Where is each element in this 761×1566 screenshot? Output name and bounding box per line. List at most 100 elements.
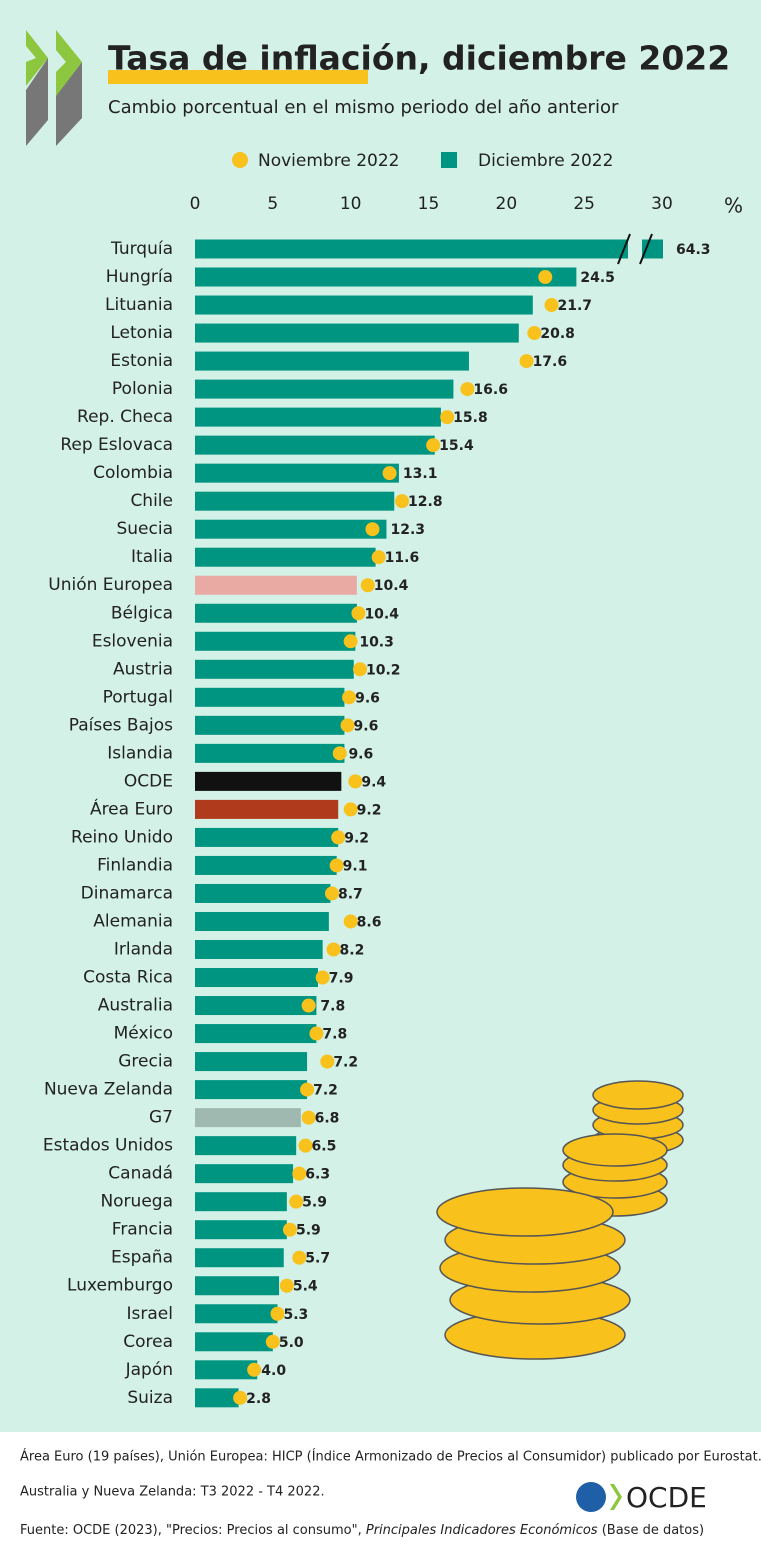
value-label: 11.6: [385, 550, 420, 566]
dot: [315, 970, 330, 985]
bar: [195, 491, 395, 511]
bar: [195, 968, 318, 988]
bar: [195, 1388, 239, 1408]
bar: [195, 519, 387, 539]
x-tick-label: 15: [418, 194, 440, 214]
source: Fuente: OCDE (2023), "Precios: Precios a…: [20, 1523, 704, 1538]
category-label: Hungría: [106, 267, 173, 287]
value-label: 64.3: [676, 242, 711, 258]
value-label: 10.4: [364, 606, 399, 622]
plot-area: [195, 239, 663, 1408]
dot: [324, 886, 339, 901]
category-label: G7: [149, 1108, 173, 1128]
category-label: Turquía: [110, 239, 173, 259]
category-label: Corea: [123, 1332, 173, 1352]
oecd-chevrons: [26, 30, 82, 146]
category-label: Polonia: [112, 379, 173, 399]
value-label: 9.4: [361, 774, 386, 790]
bar: [195, 1164, 294, 1184]
bar: [195, 1024, 317, 1044]
bar: [195, 687, 345, 707]
bar: [195, 940, 323, 959]
dot: [340, 718, 355, 733]
dot: [527, 326, 542, 341]
value-label: 12.8: [408, 494, 443, 510]
value-label: 7.2: [333, 1055, 358, 1071]
value-label: 17.6: [533, 354, 568, 370]
category-label: Grecia: [118, 1052, 173, 1072]
dot: [292, 1166, 307, 1181]
bar: [195, 911, 329, 931]
bar: [195, 1192, 287, 1212]
source-text: Fuente: OCDE (2023), "Precios: Precios a…: [20, 1523, 366, 1538]
dot: [351, 606, 366, 621]
bar: [195, 1304, 278, 1324]
dot: [353, 662, 368, 677]
bar: [195, 883, 331, 903]
value-label: 5.9: [296, 1223, 321, 1239]
bar: [195, 379, 454, 399]
x-tick-label: 5: [267, 194, 278, 214]
category-label: Luxemburgo: [67, 1276, 173, 1296]
value-label: 9.2: [357, 802, 382, 818]
bar: [195, 1248, 284, 1268]
category-label: Unión Europea: [48, 575, 173, 595]
dot: [460, 382, 475, 397]
value-label: 7.8: [322, 1027, 347, 1043]
dot: [343, 634, 358, 649]
value-label: 8.7: [338, 886, 363, 902]
dot: [301, 998, 316, 1013]
x-tick-label: 25: [573, 194, 595, 214]
dot: [270, 1306, 285, 1321]
value-label: 10.2: [366, 662, 401, 678]
bar: [195, 351, 469, 371]
category-label: Suecia: [116, 519, 173, 539]
dot: [343, 914, 358, 929]
value-label: 16.6: [473, 382, 508, 398]
bar: [195, 715, 345, 735]
category-label: Bélgica: [111, 603, 173, 623]
axis-break: [639, 233, 653, 265]
legend-label: Diciembre 2022: [478, 151, 613, 171]
source-text: (Base de datos): [598, 1523, 705, 1538]
value-label: 7.9: [329, 971, 354, 987]
dot: [265, 1334, 280, 1349]
category-label: Francia: [112, 1220, 173, 1240]
category-label: Estados Unidos: [43, 1136, 173, 1156]
dot: [282, 1222, 297, 1237]
bar: [195, 1136, 297, 1156]
dot: [365, 522, 380, 537]
category-label: Reino Unido: [71, 827, 173, 847]
category-label: Suiza: [127, 1388, 173, 1408]
value-label: 7.2: [313, 1083, 338, 1099]
bar: [195, 435, 435, 455]
note: Australia y Nueva Zelanda: T3 2022 - T4 …: [20, 1485, 325, 1500]
dot: [332, 746, 347, 761]
value-label: 15.4: [439, 438, 474, 454]
category-label: Dinamarca: [81, 883, 173, 903]
dot: [301, 1110, 316, 1125]
value-label: 10.3: [359, 634, 394, 650]
dot: [289, 1194, 304, 1209]
dot: [300, 1082, 315, 1097]
bar: [195, 827, 339, 847]
dot: [426, 438, 441, 453]
value-label: 6.5: [312, 1139, 337, 1155]
category-label: Colombia: [93, 463, 173, 483]
value-label: 9.1: [343, 858, 368, 874]
bar: [195, 1276, 280, 1296]
value-label: 6.8: [315, 1111, 340, 1127]
legend-label: Noviembre 2022: [258, 151, 399, 171]
bar: [195, 1220, 287, 1240]
category-label: Nueva Zelanda: [44, 1080, 173, 1100]
footer-background: [0, 1432, 761, 1566]
category-label: Eslovenia: [92, 631, 173, 651]
value-label: 13.1: [403, 466, 438, 482]
dot: [329, 858, 344, 873]
bar: [195, 996, 317, 1016]
category-label: Irlanda: [114, 940, 173, 960]
logo-chevron: [610, 1484, 622, 1510]
value-label: 5.4: [293, 1279, 318, 1295]
bar: [195, 659, 354, 679]
